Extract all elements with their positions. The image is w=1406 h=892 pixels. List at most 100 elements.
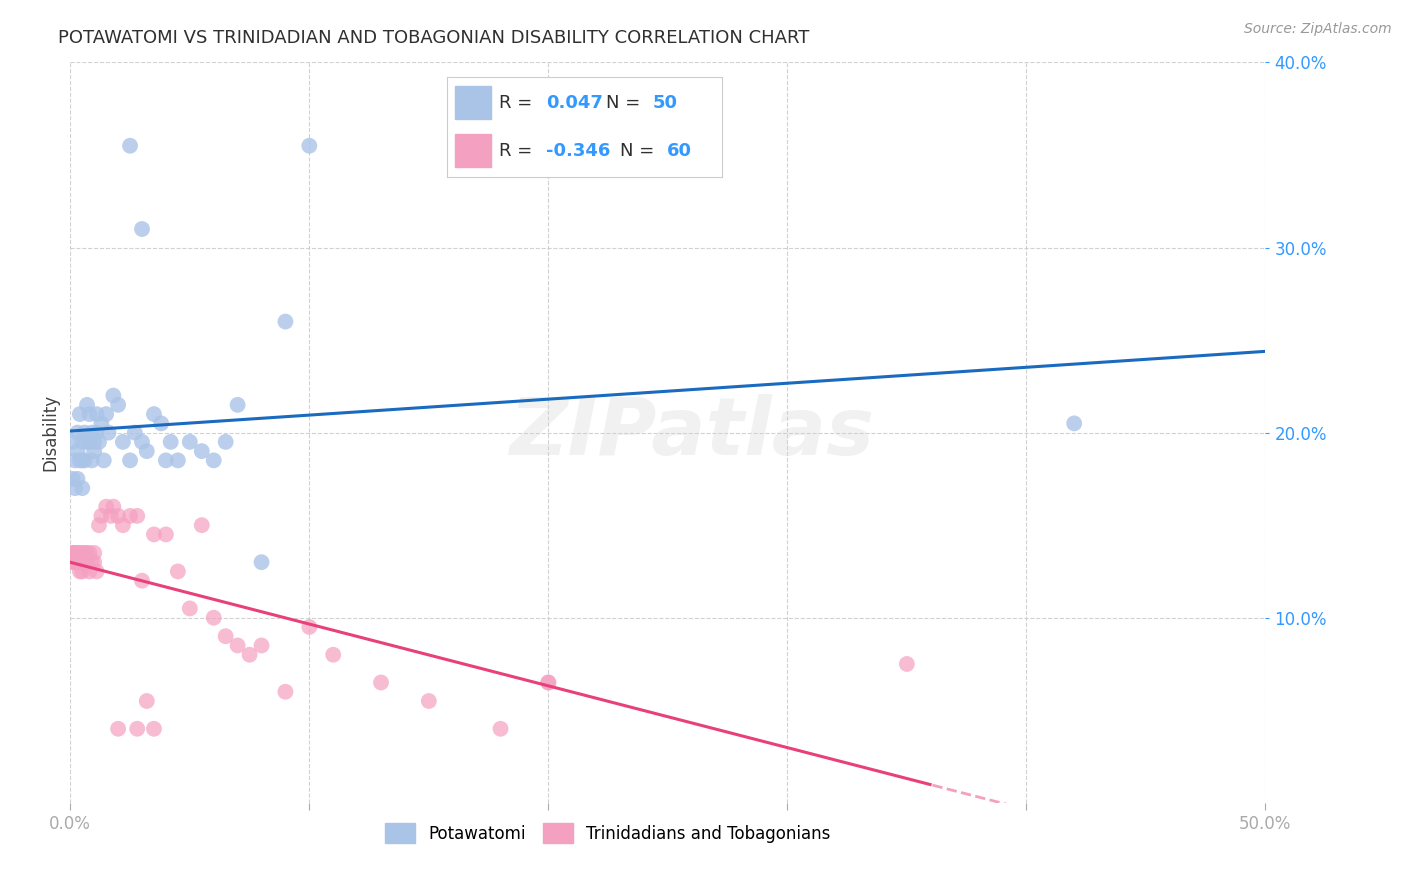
Point <box>62 555 84 569</box>
Point <box>250 639 273 653</box>
Point <box>70 555 93 569</box>
Point <box>63 546 86 560</box>
Point <box>86 565 108 579</box>
Point <box>76 546 98 560</box>
Point <box>97 425 120 440</box>
Point <box>214 629 236 643</box>
Point <box>166 565 188 579</box>
Point <box>124 425 146 440</box>
Point <box>103 500 125 514</box>
Point <box>70 565 93 579</box>
Point <box>96 500 117 514</box>
Point <box>111 434 134 449</box>
Point <box>202 610 225 624</box>
Point <box>93 453 115 467</box>
Point <box>202 453 225 467</box>
Point <box>76 555 98 569</box>
Point <box>79 434 101 449</box>
Point <box>63 555 86 569</box>
Point <box>120 453 141 467</box>
Point <box>418 694 440 708</box>
Point <box>73 555 96 569</box>
Point <box>80 555 103 569</box>
Y-axis label: Disability: Disability <box>41 394 59 471</box>
Point <box>127 722 149 736</box>
Point <box>66 444 89 458</box>
Point <box>90 417 112 431</box>
Point <box>83 546 105 560</box>
Point <box>86 425 108 440</box>
Point <box>66 555 89 569</box>
Point <box>111 518 134 533</box>
Point <box>135 694 157 708</box>
Point <box>69 555 91 569</box>
Point <box>63 555 86 569</box>
Point <box>155 527 177 541</box>
Point <box>73 453 96 467</box>
Point <box>73 546 96 560</box>
Point <box>66 546 89 560</box>
Point <box>131 222 153 236</box>
Point <box>370 675 392 690</box>
Point <box>63 453 86 467</box>
Point <box>87 434 110 449</box>
Point <box>76 434 98 449</box>
Point <box>274 685 297 699</box>
Point <box>62 472 84 486</box>
Point <box>63 546 86 560</box>
Point <box>159 434 181 449</box>
Point <box>120 508 141 523</box>
Point <box>150 417 173 431</box>
Point <box>120 138 141 153</box>
Point <box>298 620 321 634</box>
Point <box>191 444 214 458</box>
Point <box>83 555 105 569</box>
Point <box>143 407 166 421</box>
Point <box>69 555 91 569</box>
Point <box>537 675 560 690</box>
Point <box>1063 417 1085 431</box>
Point <box>83 444 105 458</box>
Point <box>239 648 262 662</box>
Point <box>66 555 89 569</box>
Point <box>131 434 153 449</box>
Point <box>70 434 93 449</box>
Point <box>107 722 129 736</box>
Point <box>80 453 103 467</box>
Point <box>66 425 89 440</box>
Point <box>76 398 98 412</box>
Point <box>896 657 918 671</box>
Text: ZIPatlas: ZIPatlas <box>509 393 875 472</box>
Point <box>87 518 110 533</box>
Point <box>166 453 188 467</box>
Point <box>226 639 249 653</box>
Point <box>143 722 166 736</box>
Point <box>489 722 512 736</box>
Point <box>69 565 91 579</box>
Point <box>69 453 91 467</box>
Point <box>62 434 84 449</box>
Point <box>66 472 89 486</box>
Point <box>103 388 125 402</box>
Point <box>127 508 149 523</box>
Point <box>62 546 84 560</box>
Point <box>79 407 101 421</box>
Point <box>69 407 91 421</box>
Point <box>179 434 201 449</box>
Point <box>80 425 103 440</box>
Point <box>62 555 84 569</box>
Point <box>69 546 91 560</box>
Point <box>143 527 166 541</box>
Point <box>131 574 153 588</box>
Point <box>79 546 101 560</box>
Point <box>73 425 96 440</box>
Point <box>86 407 108 421</box>
Point <box>70 546 93 560</box>
Point <box>70 481 93 495</box>
Point <box>226 398 249 412</box>
Point <box>214 434 236 449</box>
Point <box>83 434 105 449</box>
Point <box>298 138 321 153</box>
Point <box>537 675 560 690</box>
Text: POTAWATOMI VS TRINIDADIAN AND TOBAGONIAN DISABILITY CORRELATION CHART: POTAWATOMI VS TRINIDADIAN AND TOBAGONIAN… <box>59 29 810 47</box>
